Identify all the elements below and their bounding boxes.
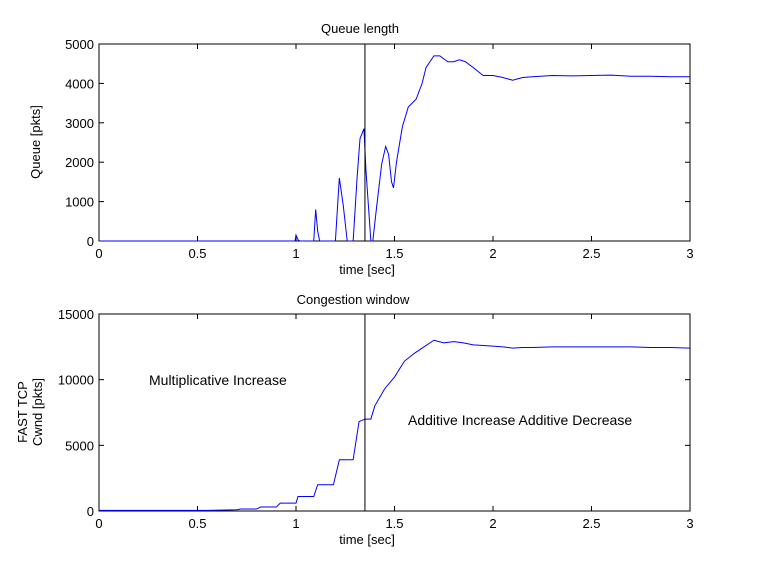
queue-x-tick-label: 1.5 <box>385 246 403 261</box>
queue-y-tick-label: 1000 <box>65 195 94 210</box>
queue-x-axis-label: time [sec] <box>339 262 395 277</box>
cwnd-y-ticks: 0 5000 10000 15000 <box>58 307 690 519</box>
cwnd-y-tick-label: 10000 <box>58 373 94 388</box>
cwnd-chart-title: Congestion window <box>297 292 410 307</box>
queue-y-ticks: 0 1000 2000 3000 4000 5000 <box>65 37 690 249</box>
cwnd-y-axis-label-line: FAST TCP <box>15 381 30 443</box>
cwnd-y-axis-label-line: Cwnd [pkts] <box>30 378 45 446</box>
queue-y-tick-label: 5000 <box>65 37 94 52</box>
queue-y-tick-label: 0 <box>87 234 94 249</box>
cwnd-y-tick-label: 5000 <box>65 438 94 453</box>
queue-chart-title: Queue length <box>321 21 399 36</box>
cwnd-series-line <box>99 339 691 511</box>
queue-length-panel: Queue length 0 0.5 1 1.5 2 2.5 3 0 1000 2000 3000… <box>28 21 694 277</box>
annotation-multiplicative-increase: Multiplicative Increase <box>149 372 287 388</box>
cwnd-y-tick-label: 0 <box>87 504 94 519</box>
cwnd-x-tick-label: 1 <box>292 516 299 531</box>
cwnd-x-ticks: 0 0.5 1 1.5 2 2.5 3 <box>95 314 694 531</box>
queue-series-line <box>99 55 690 242</box>
annotation-additive-increase-additive-decrease: Additive Increase Additive Decrease <box>408 412 632 428</box>
cwnd-x-tick-label: 0 <box>95 516 102 531</box>
queue-x-tick-label: 3 <box>686 246 693 261</box>
congestion-window-panel: Congestion window 0 0.5 1 1.5 2 2.5 3 0 5000 100… <box>15 292 694 547</box>
queue-x-tick-label: 0.5 <box>188 246 206 261</box>
cwnd-x-tick-label: 0.5 <box>188 516 206 531</box>
cwnd-x-tick-label: 2.5 <box>582 516 600 531</box>
cwnd-x-tick-label: 2 <box>489 516 496 531</box>
queue-plot-frame <box>98 43 691 242</box>
queue-x-tick-label: 0 <box>95 246 102 261</box>
queue-x-ticks: 0 0.5 1 1.5 2 2.5 3 <box>95 44 694 261</box>
cwnd-y-tick-label: 15000 <box>58 307 94 322</box>
queue-y-tick-label: 4000 <box>65 76 94 91</box>
cwnd-y-axis-label: FAST TCPCwnd [pkts] <box>15 378 45 446</box>
cwnd-x-tick-label: 1.5 <box>385 516 403 531</box>
queue-y-tick-label: 2000 <box>65 155 94 170</box>
queue-y-axis-label: Queue [pkts] <box>28 105 43 179</box>
queue-y-tick-label: 3000 <box>65 116 94 131</box>
cwnd-x-axis-label: time [sec] <box>339 532 395 547</box>
cwnd-x-tick-label: 3 <box>686 516 693 531</box>
queue-x-tick-label: 2.5 <box>582 246 600 261</box>
queue-x-tick-label: 2 <box>489 246 496 261</box>
queue-x-tick-label: 1 <box>292 246 299 261</box>
